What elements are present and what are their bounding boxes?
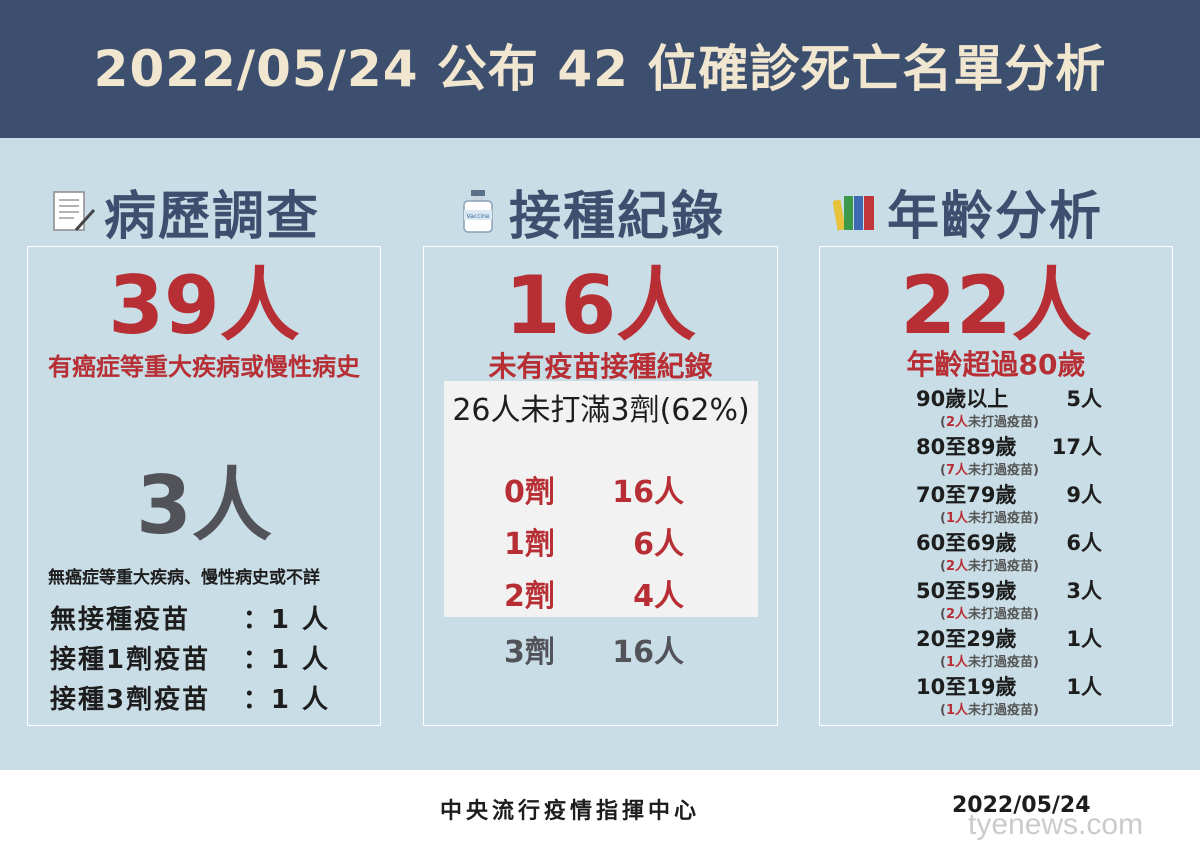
age-note-count: 1人: [945, 655, 968, 670]
age-group-row: 20至29歲 1人: [916, 623, 1102, 653]
dose-label: 0劑: [504, 475, 555, 510]
dose-row: 0劑 16人: [504, 467, 684, 511]
age-count: 17人: [1051, 435, 1102, 459]
history-heading: 病歷調查: [50, 178, 320, 247]
age-group-row: 70至79歲 9人: [916, 479, 1102, 509]
footer-date: 2022/05/24: [952, 793, 1091, 818]
history-second-desc: 無癌症等重大疾病、慢性病史或不詳: [48, 568, 320, 588]
age-note-count: 7人: [945, 463, 968, 478]
history-vax-line: 無接種疫苗 ：1 人: [50, 599, 330, 636]
age-main-desc: 年齡超過80歲: [906, 348, 1086, 381]
history-vax-line: 接種3劑疫苗 ：1 人: [50, 679, 330, 716]
vaccination-panel: 16人 未有疫苗接種紀錄 26人未打滿3劑(62%) 0劑 16人 1劑 6人 …: [423, 246, 778, 726]
age-count: 1人: [1066, 675, 1102, 699]
age-range: 50至59歲: [916, 579, 1017, 603]
header-bar: 2022/05/24 公布 42 位確診死亡名單分析: [0, 0, 1200, 138]
vaccination-main-desc: 未有疫苗接種紀錄: [488, 350, 713, 383]
age-main-number: 22人: [900, 259, 1092, 352]
dose-count: 6人: [633, 527, 684, 562]
age-heading-text: 年齡分析: [887, 186, 1104, 247]
dose-count: 16人: [612, 635, 684, 670]
age-note-text: 未打過疫苗: [968, 511, 1034, 526]
age-note-text: 未打過疫苗: [968, 415, 1034, 430]
age-range: 20至29歲: [916, 627, 1017, 651]
age-group-row: 60至69歲 6人: [916, 527, 1102, 557]
age-note: (1人未打過疫苗): [940, 511, 1039, 526]
dose-count: 4人: [633, 579, 684, 614]
vaccination-heading-text: 接種紀錄: [509, 186, 726, 247]
age-count: 6人: [1066, 531, 1102, 555]
age-note: (2人未打過疫苗): [940, 415, 1039, 430]
history-heading-text: 病歷調查: [104, 186, 321, 247]
history-second-number: 3人: [136, 459, 272, 552]
age-count: 5人: [1066, 387, 1102, 411]
age-note: (2人未打過疫苗): [940, 559, 1039, 574]
age-note-count: 1人: [945, 511, 968, 526]
age-note-count: 2人: [945, 415, 968, 430]
page-title: 2022/05/24 公布 42 位確診死亡名單分析: [93, 40, 1107, 98]
vax-line-label: 接種3劑疫苗: [50, 685, 211, 715]
age-note-text: 未打過疫苗: [968, 703, 1034, 718]
age-range: 90歲以上: [916, 387, 1009, 411]
age-group-row: 80至89歲 17人: [916, 431, 1102, 461]
age-note: (7人未打過疫苗): [940, 463, 1039, 478]
dose-label: 2劑: [504, 579, 555, 614]
document-pen-icon: [53, 191, 96, 232]
vax-line-value: ：1 人: [242, 605, 330, 635]
age-note: (2人未打過疫苗): [940, 607, 1039, 622]
age-panel: 22人 年齡超過80歲 90歲以上 5人 (2人未打過疫苗) 80至89歲 17…: [819, 246, 1173, 726]
dose-row: 3劑 16人: [504, 627, 684, 671]
age-note: (1人未打過疫苗): [940, 655, 1039, 670]
vax-line-value: ：1 人: [242, 685, 330, 715]
age-group-row: 10至19歲 1人: [916, 671, 1102, 701]
age-note-text: 未打過疫苗: [968, 655, 1034, 670]
main-area: 病歷調查 39人 有癌症等重大疾病或慢性病史 3人 無癌症等重大疾病、慢性病史或…: [0, 138, 1200, 770]
vaccine-vial-icon: Vaccine: [463, 190, 493, 233]
dose-box: 26人未打滿3劑(62%): [444, 381, 758, 617]
history-panel: 39人 有癌症等重大疾病或慢性病史 3人 無癌症等重大疾病、慢性病史或不詳 無接…: [27, 246, 381, 726]
books-icon: [833, 196, 874, 231]
vaccination-main-number: 16人: [504, 259, 697, 352]
age-note-text: 未打過疫苗: [968, 463, 1034, 478]
age-note-text: 未打過疫苗: [968, 559, 1034, 574]
age-note-count: 2人: [945, 607, 968, 622]
dose-count: 16人: [612, 475, 684, 510]
age-range: 60至69歲: [916, 531, 1017, 555]
age-count: 9人: [1066, 483, 1102, 507]
age-heading: 年齡分析: [833, 178, 1103, 247]
dose-label: 3劑: [504, 635, 555, 670]
age-range: 70至79歲: [916, 483, 1017, 507]
dose-row: 2劑 4人: [504, 571, 684, 615]
vaccination-heading: Vaccine 接種紀錄: [455, 178, 725, 247]
history-main-number: 39人: [108, 259, 300, 352]
age-count: 1人: [1066, 627, 1102, 651]
history-main-desc: 有癌症等重大疾病或慢性病史: [48, 353, 360, 381]
vax-line-label: 無接種疫苗: [50, 605, 191, 635]
age-note-count: 2人: [945, 559, 968, 574]
age-range: 80至89歲: [916, 435, 1017, 459]
age-count: 3人: [1066, 579, 1102, 603]
age-group-row: 90歲以上 5人: [916, 383, 1102, 413]
age-note: (1人未打過疫苗): [940, 703, 1039, 718]
svg-text:Vaccine: Vaccine: [466, 213, 489, 220]
footer-organization: 中央流行疫情指揮中心: [440, 799, 701, 824]
age-range: 10至19歲: [916, 675, 1017, 699]
age-note-text: 未打過疫苗: [968, 607, 1034, 622]
dose-label: 1劑: [504, 527, 555, 562]
age-note-count: 1人: [945, 703, 968, 718]
dose-box-title: 26人未打滿3劑(62%): [452, 393, 750, 428]
history-vax-line: 接種1劑疫苗 ：1 人: [50, 639, 330, 676]
age-group-row: 50至59歲 3人: [916, 575, 1102, 605]
vax-line-label: 接種1劑疫苗: [50, 645, 211, 675]
dose-row: 1劑 6人: [504, 519, 684, 563]
watermark: tyenews.com: [968, 808, 1144, 841]
vax-line-value: ：1 人: [242, 645, 330, 675]
